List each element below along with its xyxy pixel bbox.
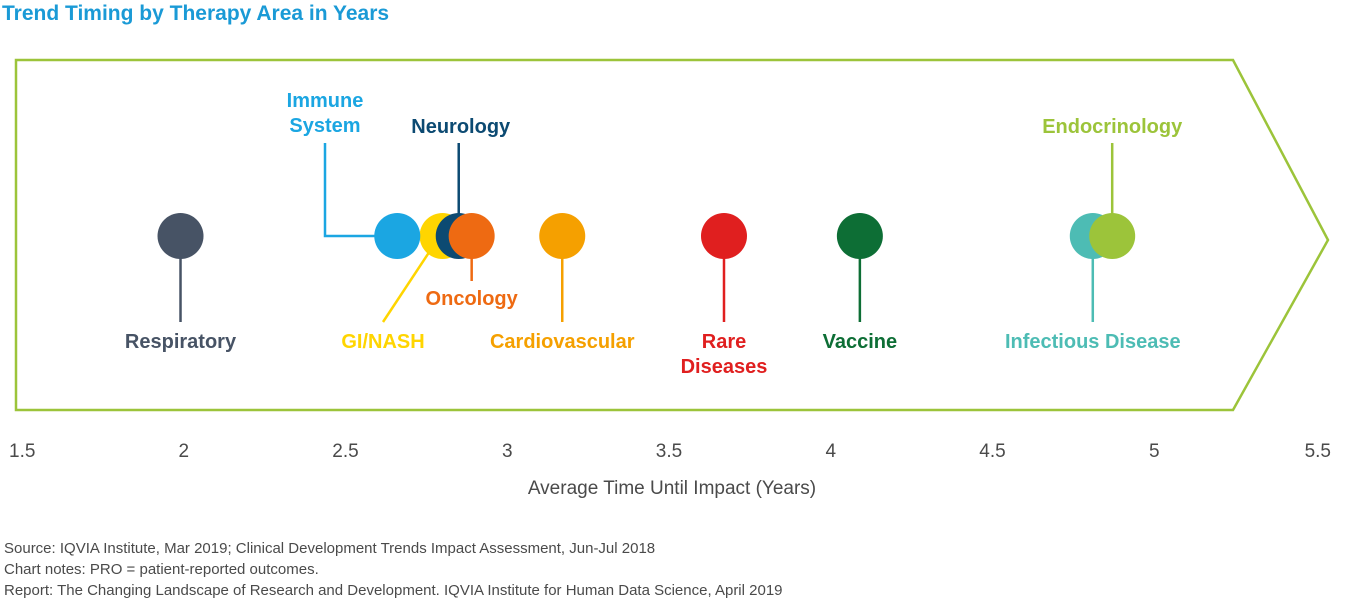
point-label: Immune bbox=[287, 90, 364, 112]
x-tick-label: 1.5 bbox=[9, 441, 35, 462]
chart-svg: 1.5 2 2.5 3 3.5 4 4.5 5 5.5 Average Time Until I… bbox=[9, 58, 1331, 499]
timeline-arrow-outline bbox=[14, 58, 1330, 412]
footnotes: Source: IQVIA Institute, Mar 2019; Clini… bbox=[4, 538, 783, 601]
point-label: Cardiovascular bbox=[490, 331, 635, 353]
callout-lines bbox=[179, 143, 1114, 323]
point-rare-diseases bbox=[700, 213, 747, 259]
x-tick-label: 3.5 bbox=[656, 441, 682, 462]
point-label: Rare bbox=[702, 331, 746, 353]
point-vaccine bbox=[836, 213, 883, 259]
x-axis-ticks: 1.5 2 2.5 3 3.5 4 4.5 5 5.5 bbox=[9, 441, 1331, 462]
x-axis-label: Average Time Until Impact (Years) bbox=[528, 478, 816, 499]
point-label: Vaccine bbox=[823, 331, 898, 353]
point-endocrinology bbox=[1089, 213, 1136, 259]
point-label: Infectious Disease bbox=[1005, 331, 1181, 353]
callout-line-gi-nash bbox=[381, 243, 436, 323]
point-label: GI/NASH bbox=[341, 331, 424, 353]
point-label: System bbox=[289, 115, 360, 137]
x-tick-label: 2.5 bbox=[332, 441, 358, 462]
point-label: Diseases bbox=[681, 356, 768, 378]
point-label: Respiratory bbox=[125, 331, 237, 353]
point-label: Neurology bbox=[411, 116, 511, 138]
point-oncology bbox=[448, 213, 495, 259]
x-tick-label: 5.5 bbox=[1305, 441, 1331, 462]
chart-title: Trend Timing by Therapy Area in Years bbox=[2, 2, 390, 25]
report-note: Report: The Changing Landscape of Resear… bbox=[4, 582, 783, 599]
data-points bbox=[157, 213, 1136, 259]
x-tick-label: 4 bbox=[825, 441, 836, 462]
point-labels: Respiratory Immune System GI/NASH Neurology O… bbox=[125, 90, 1183, 378]
x-tick-label: 5 bbox=[1149, 441, 1160, 462]
point-label: Endocrinology bbox=[1042, 116, 1183, 138]
x-tick-label: 3 bbox=[502, 441, 513, 462]
callout-line-immune-system bbox=[323, 143, 398, 238]
x-tick-label: 4.5 bbox=[979, 441, 1005, 462]
point-immune-system bbox=[374, 213, 421, 259]
source-note: Source: IQVIA Institute, Mar 2019; Clini… bbox=[4, 540, 656, 557]
point-label: Oncology bbox=[426, 288, 519, 310]
x-tick-label: 2 bbox=[178, 441, 189, 462]
chart-notes: Chart notes: PRO = patient-reported outc… bbox=[4, 561, 319, 578]
point-cardiovascular bbox=[539, 213, 586, 259]
point-respiratory bbox=[157, 213, 204, 259]
